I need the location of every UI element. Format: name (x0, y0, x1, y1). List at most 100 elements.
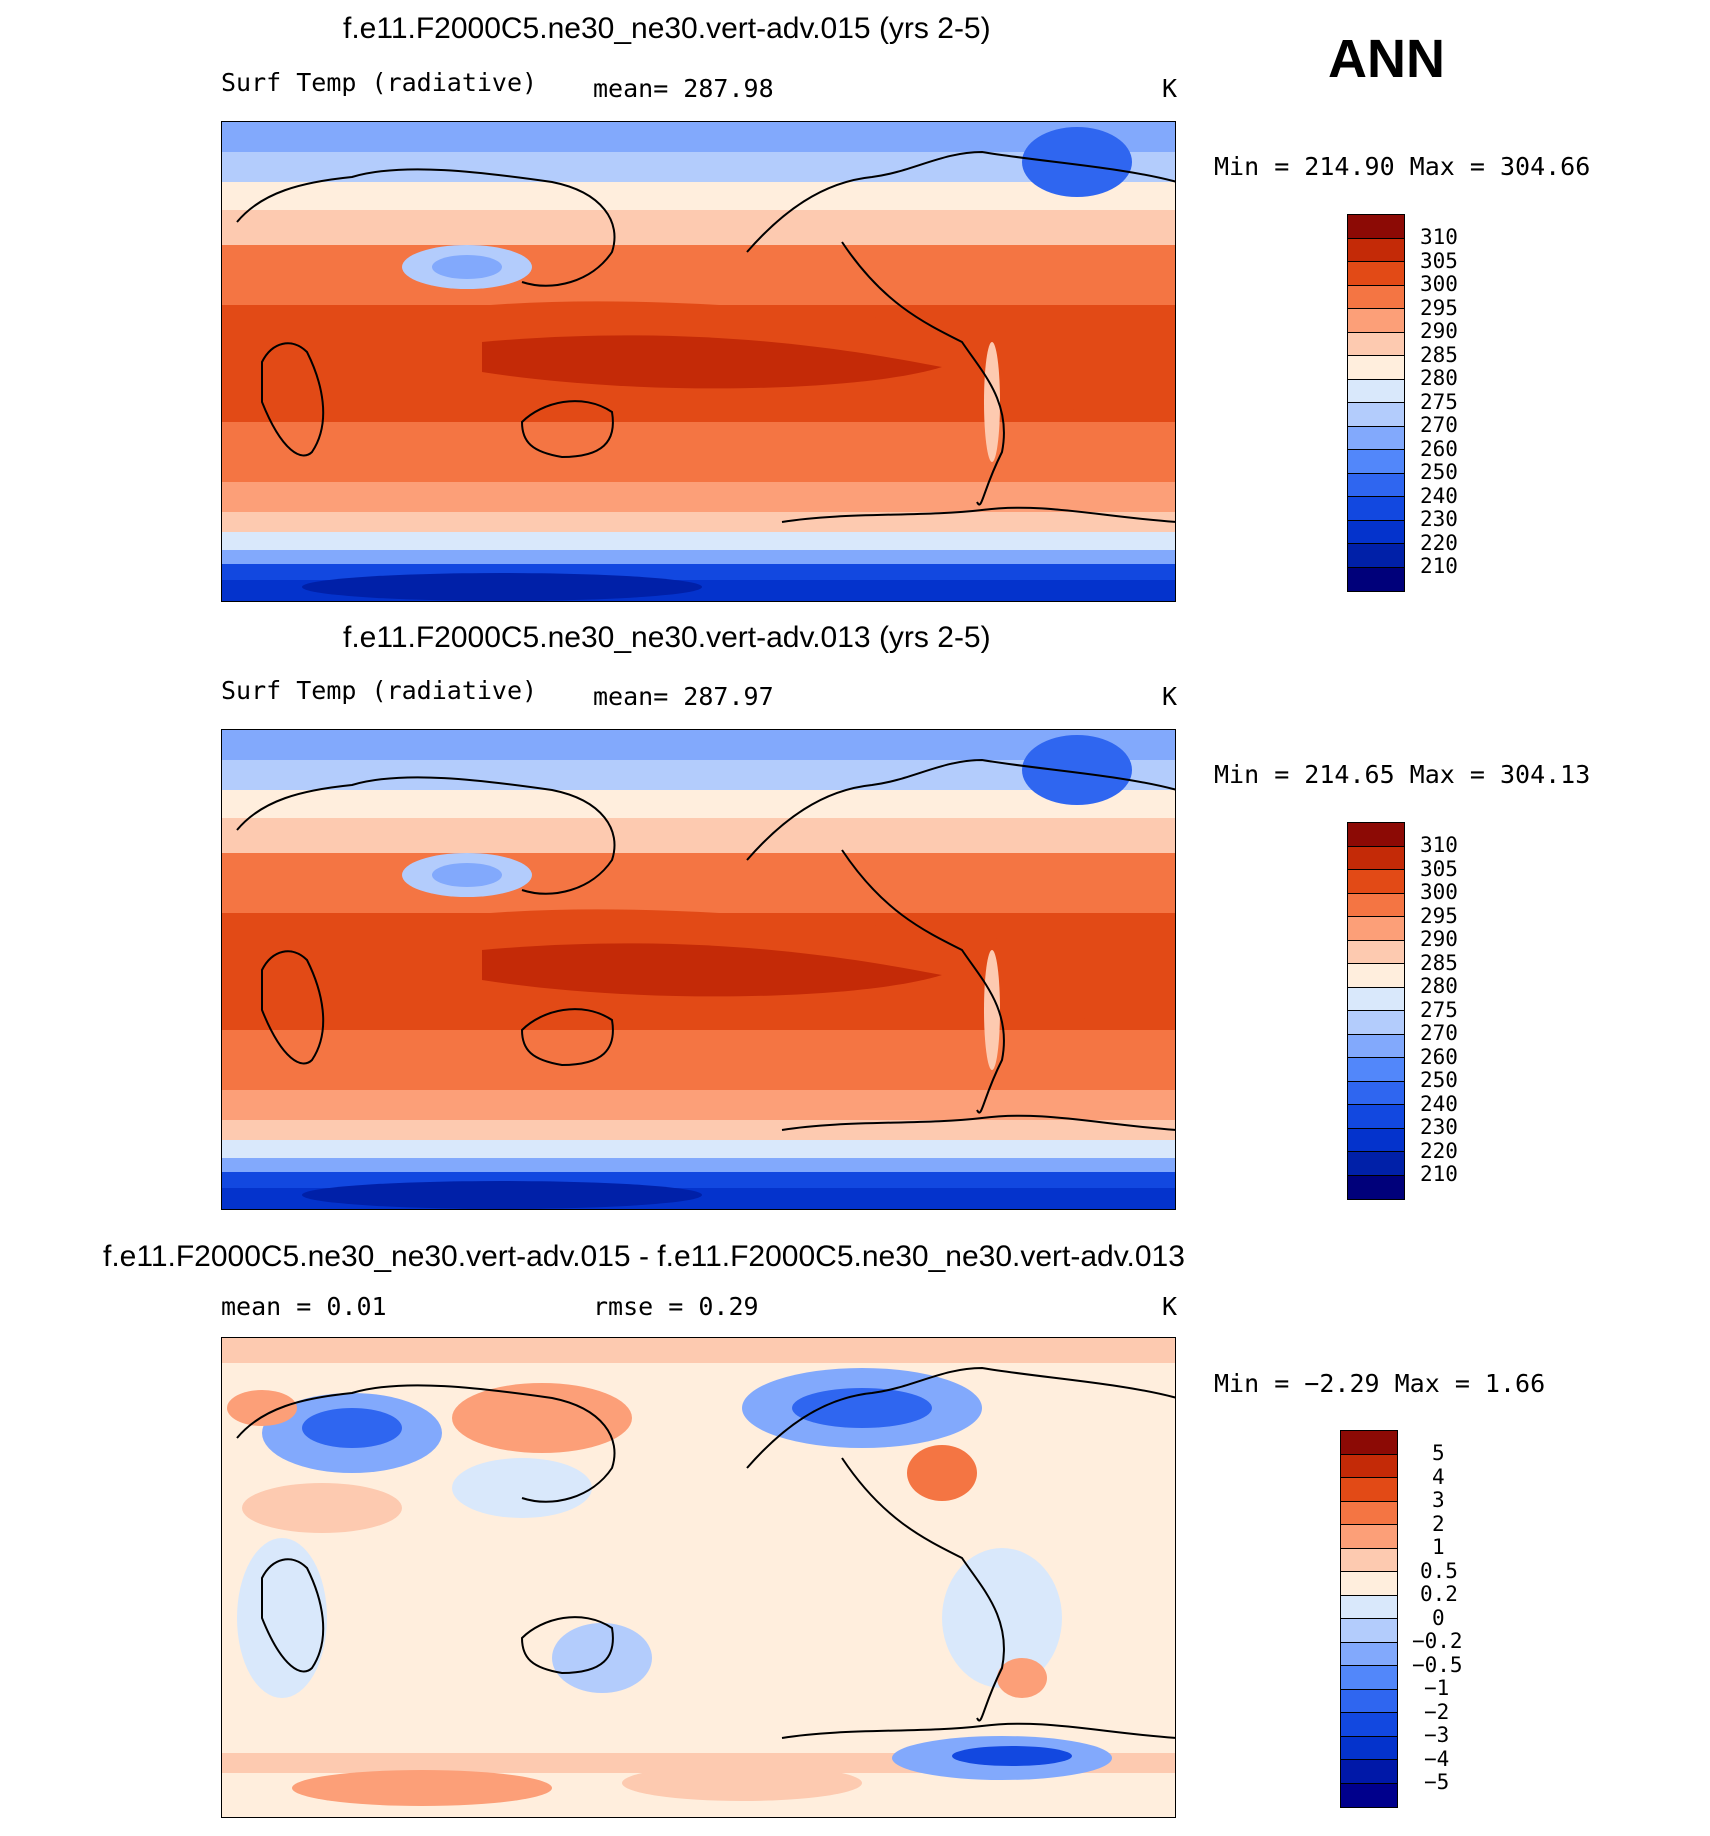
colorbar-tick-label: 290 (1420, 319, 1458, 343)
colorbar-tick-label: 0.5 (1420, 1558, 1458, 1583)
legend-swatch (1348, 262, 1404, 286)
colorbar-tick-label: −4 (1424, 1746, 1450, 1771)
legend-swatch (1341, 1689, 1397, 1713)
panel-3-title: f.e11.F2000C5.ne30_ne30.vert-adv.015 - f… (103, 1240, 1185, 1273)
legend-swatch (1341, 1501, 1397, 1525)
panel-1-map-svg (222, 122, 1175, 601)
colorbar-tick-label: 210 (1420, 1162, 1458, 1186)
colorbar-tick-label: 2 (1432, 1511, 1445, 1536)
colorbar-tick-label: −0.5 (1412, 1652, 1463, 1677)
legend-swatch (1341, 1713, 1397, 1737)
colorbar-tick-label: 270 (1420, 1021, 1458, 1045)
legend-swatch (1348, 1128, 1404, 1152)
panel-1-variable-label: Surf Temp (radiative) (221, 68, 538, 97)
legend-swatch (1348, 823, 1404, 847)
legend-swatch (1348, 1175, 1404, 1199)
colorbar-tick-label: 300 (1420, 272, 1458, 296)
colorbar-tick-label: 230 (1420, 1115, 1458, 1139)
colorbar-tick-label: 295 (1420, 295, 1458, 320)
legend-swatch (1348, 567, 1404, 591)
panel-2-unit-label: K (1162, 682, 1178, 711)
legend-swatch (1341, 1783, 1397, 1807)
colorbar-tick-label: 275 (1420, 389, 1458, 414)
legend-swatch (1348, 403, 1404, 427)
legend-swatch (1348, 215, 1404, 239)
season-label: ANN (1328, 29, 1445, 89)
colorbar-tick-label: 285 (1420, 950, 1458, 975)
legend-swatch (1348, 1034, 1404, 1058)
panel-2-mean-label: mean= 287.97 (593, 682, 774, 711)
panel-1-unit-label: K (1162, 74, 1178, 103)
legend-swatch (1348, 379, 1404, 403)
colorbar-tick-label: 1 (1432, 1535, 1445, 1559)
colorbar-tick-label: 250 (1420, 460, 1458, 484)
legend-swatch (1348, 1058, 1404, 1082)
legend-swatch (1348, 964, 1404, 988)
colorbar-tick-label: 240 (1420, 1091, 1458, 1116)
legend-swatch (1341, 1666, 1397, 1690)
colorbar-tick-label: 280 (1420, 366, 1458, 390)
legend-swatch (1348, 426, 1404, 450)
colorbar-tick-label: 3 (1432, 1488, 1445, 1512)
legend-swatch (1348, 473, 1404, 497)
colorbar-tick-label: −1 (1424, 1676, 1450, 1700)
legend-swatch (1341, 1548, 1397, 1572)
colorbar-tick-label: 5 (1432, 1441, 1445, 1465)
panel-1-minmax: Min = 214.90 Max = 304.66 (1214, 152, 1591, 181)
legend-swatch (1348, 1011, 1404, 1035)
legend-swatch (1348, 450, 1404, 474)
colorbar-tick-label: 310 (1420, 225, 1458, 249)
legend-swatch (1341, 1525, 1397, 1549)
legend-swatch (1341, 1431, 1397, 1455)
legend-swatch (1348, 332, 1404, 356)
legend-swatch (1348, 893, 1404, 917)
colorbar-tick-label: 305 (1420, 856, 1458, 881)
panel-3-colorbar (1340, 1430, 1398, 1808)
legend-swatch (1348, 1081, 1404, 1105)
panel-1-map (221, 121, 1176, 602)
colorbar-tick-label: −2 (1424, 1699, 1450, 1724)
colorbar-tick-label: 275 (1420, 997, 1458, 1022)
legend-swatch (1341, 1572, 1397, 1596)
colorbar-tick-label: −5 (1424, 1770, 1450, 1794)
legend-swatch (1348, 917, 1404, 941)
panel-2-colorbar (1347, 822, 1405, 1200)
panel-1-mean-label: mean= 287.98 (593, 74, 774, 103)
colorbar-tick-label: 250 (1420, 1068, 1458, 1092)
legend-swatch (1348, 285, 1404, 309)
panel-3-minmax: Min = −2.29 Max = 1.66 (1214, 1369, 1546, 1398)
colorbar-tick-label: 260 (1420, 1044, 1458, 1069)
colorbar-tick-label: 0.2 (1420, 1582, 1458, 1606)
legend-swatch (1341, 1760, 1397, 1784)
panel-1-title: f.e11.F2000C5.ne30_ne30.vert-adv.015 (yr… (343, 12, 991, 45)
panel-2-title: f.e11.F2000C5.ne30_ne30.vert-adv.013 (yr… (343, 621, 991, 654)
legend-swatch (1348, 1105, 1404, 1129)
legend-swatch (1348, 238, 1404, 262)
legend-swatch (1341, 1619, 1397, 1643)
panel-3-map (221, 1337, 1176, 1818)
legend-swatch (1341, 1642, 1397, 1666)
legend-swatch (1341, 1595, 1397, 1619)
legend-swatch (1348, 940, 1404, 964)
legend-swatch (1348, 1152, 1404, 1176)
panel-3-mean-label: mean = 0.01 (221, 1292, 387, 1321)
colorbar-tick-label: 290 (1420, 927, 1458, 951)
panel-2-map (221, 729, 1176, 1210)
legend-swatch (1348, 309, 1404, 333)
legend-swatch (1348, 870, 1404, 894)
panel-2-variable-label: Surf Temp (radiative) (221, 676, 538, 705)
legend-swatch (1348, 846, 1404, 870)
legend-swatch (1341, 1736, 1397, 1760)
legend-swatch (1348, 497, 1404, 521)
panel-3-map-svg (222, 1338, 1175, 1817)
colorbar-tick-label: 0 (1432, 1605, 1445, 1630)
colorbar-tick-label: 240 (1420, 483, 1458, 508)
colorbar-tick-label: 280 (1420, 974, 1458, 998)
legend-swatch (1348, 544, 1404, 568)
colorbar-tick-label: 220 (1420, 530, 1458, 555)
legend-swatch (1348, 356, 1404, 380)
colorbar-tick-label: 4 (1432, 1464, 1445, 1489)
panel-2-map-svg (222, 730, 1175, 1209)
colorbar-tick-label: 210 (1420, 554, 1458, 578)
colorbar-tick-label: 305 (1420, 248, 1458, 273)
